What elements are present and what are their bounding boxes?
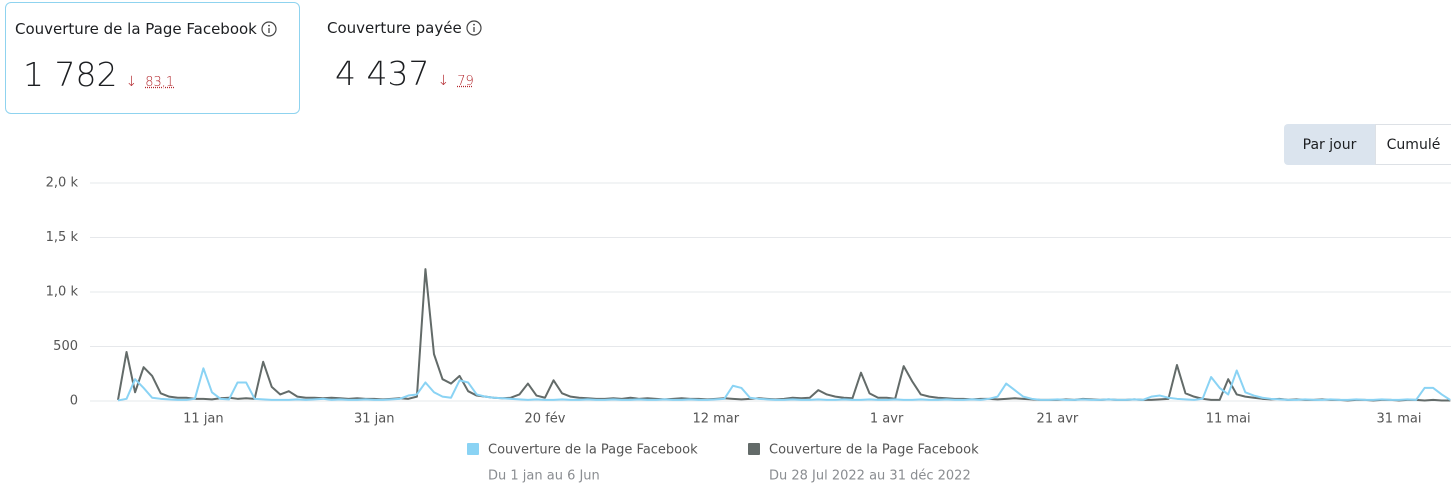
card-change: 83,1	[145, 75, 175, 90]
legend-label: Couverture de la Page Facebook	[488, 443, 698, 458]
y-tick-label: 1,5 k	[46, 230, 79, 245]
down-arrow: ↓	[437, 73, 450, 89]
card-title-row: Couverture de la Page Facebook	[15, 20, 277, 38]
toggle-button[interactable]: Par jour	[1284, 124, 1375, 165]
y-tick-label: 1,0 k	[46, 285, 79, 300]
x-tick-label: 11 jan	[183, 412, 224, 427]
x-tick-label: 1 avr	[870, 412, 904, 427]
metric-card[interactable]: Couverture payée 4 437 ↓ 79	[318, 2, 598, 114]
legend-swatch	[467, 443, 479, 455]
info-icon[interactable]	[261, 21, 277, 37]
x-tick-label: 31 jan	[354, 412, 395, 427]
card-value: 4 437	[335, 54, 430, 93]
metric-card[interactable]: Couverture de la Page Facebook 1 782 ↓ 83,…	[5, 2, 300, 114]
legend-label: Couverture de la Page Facebook	[769, 443, 979, 458]
series-line	[117, 367, 1451, 402]
y-tick-label: 500	[53, 339, 78, 354]
x-tick-label: 20 fév	[525, 412, 566, 427]
card-title: Couverture payée	[327, 19, 462, 37]
card-value: 1 782	[23, 55, 118, 94]
info-icon[interactable]	[466, 20, 482, 36]
down-arrow: ↓	[125, 74, 138, 90]
x-tick-label: 11 mai	[1206, 412, 1251, 427]
x-tick-label: 12 mar	[692, 412, 739, 427]
y-tick-label: 0	[70, 394, 78, 409]
x-tick-label: 21 avr	[1037, 412, 1079, 427]
card-title: Couverture de la Page Facebook	[15, 20, 257, 38]
legend-period: Du 1 jan au 6 Jun	[488, 469, 600, 484]
legend-swatch	[748, 443, 760, 455]
card-change: 79	[457, 74, 474, 89]
card-value-row: 4 437 ↓ 79	[335, 54, 474, 93]
series-line	[117, 268, 1451, 402]
x-tick-label: 31 mai	[1377, 412, 1422, 427]
card-title-row: Couverture payée	[327, 19, 482, 37]
legend-period: Du 28 Jul 2022 au 31 déc 2022	[769, 469, 971, 484]
toggle-button[interactable]: Cumulé	[1375, 124, 1451, 165]
y-tick-label: 2,0 k	[46, 176, 79, 191]
card-value-row: 1 782 ↓ 83,1	[23, 55, 174, 94]
